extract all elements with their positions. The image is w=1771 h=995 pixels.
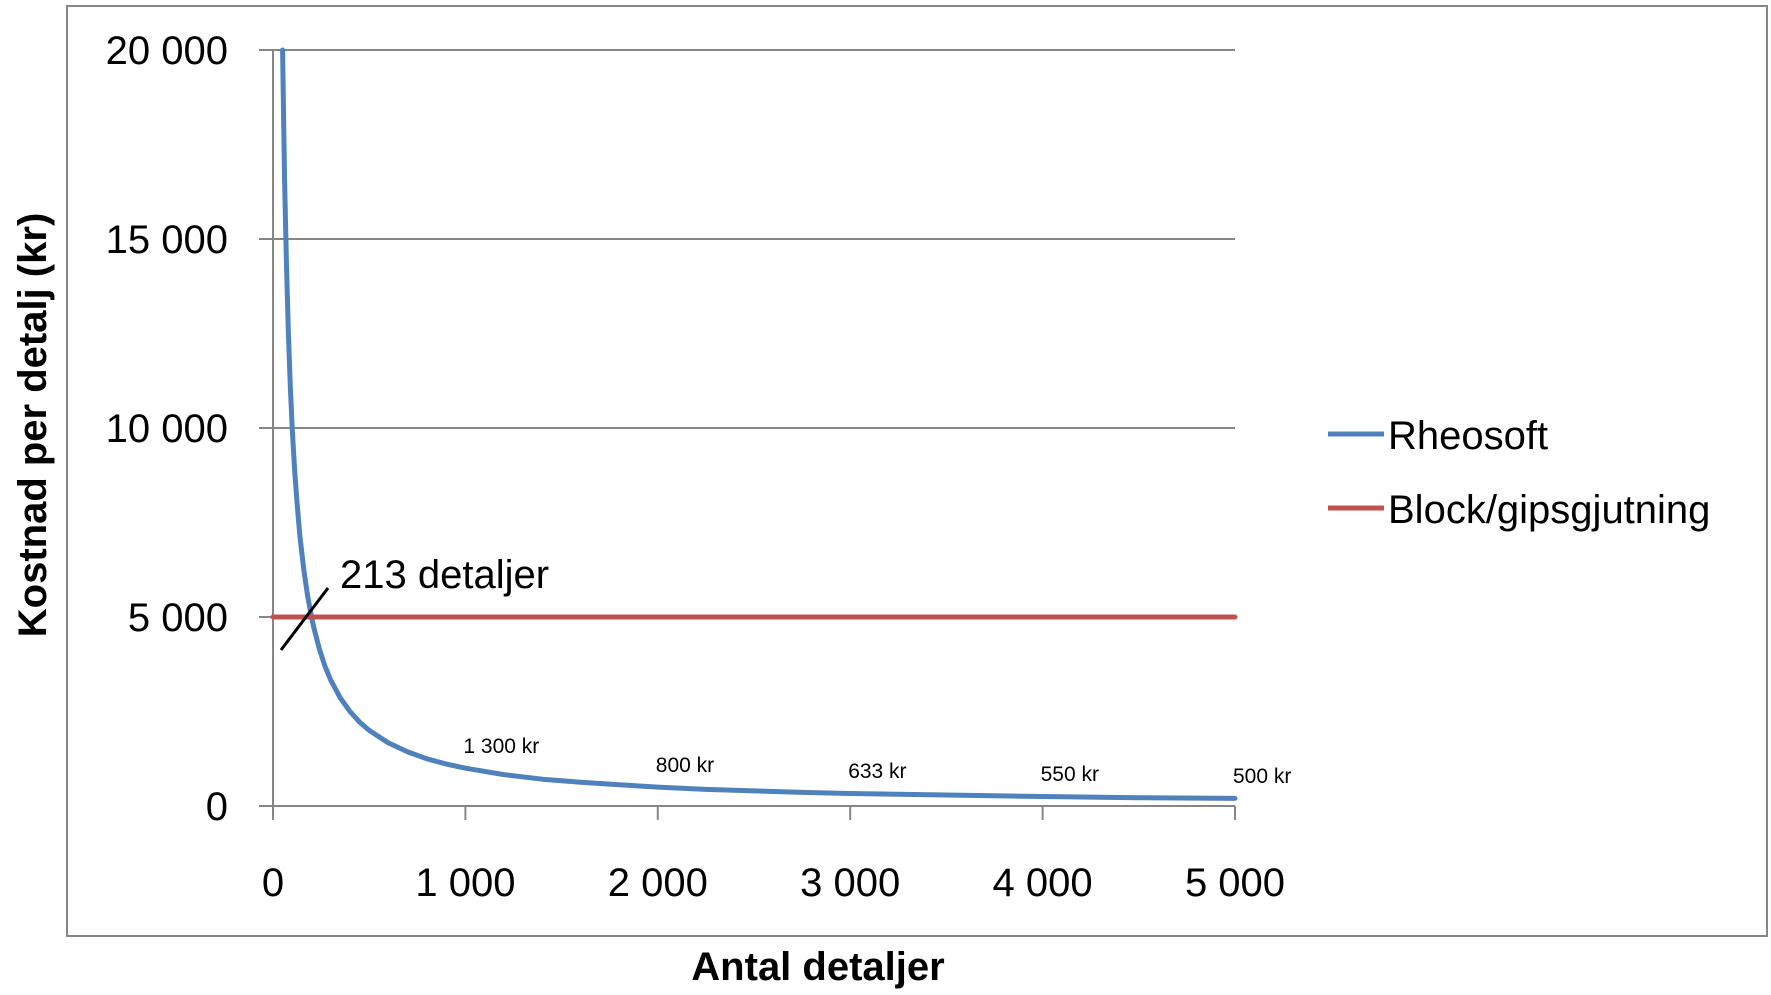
- y-tick-label-3: 15 000: [106, 218, 228, 262]
- y-tick-label-4: 20 000: [106, 29, 228, 73]
- x-tick-label-5: 5 000: [1185, 861, 1285, 905]
- series: [270, 47, 1238, 801]
- axes: 0 5 000 10 000 15 000 20 000 0 1 000 2 000 3 000…: [106, 29, 1285, 905]
- x-tick-label-0: 0: [262, 861, 284, 905]
- legend-label-block: Block/gipsgjutning: [1388, 488, 1710, 532]
- y-tick-label-2: 10 000: [106, 407, 228, 451]
- y-axis-title: Kostnad per detalj (kr): [11, 213, 55, 638]
- legend: Rheosoft Block/gipsgjutning: [1328, 414, 1710, 532]
- x-tick-label-3: 3 000: [800, 861, 900, 905]
- data-label-4: 500 kr: [1233, 765, 1291, 788]
- x-tick-label-4: 4 000: [993, 861, 1093, 905]
- intersection-annotation: 213 detaljer: [279, 553, 549, 651]
- legend-label-rheosoft: Rheosoft: [1388, 414, 1548, 458]
- y-tick-label-0: 0: [206, 785, 228, 829]
- data-label-3: 550 kr: [1041, 763, 1099, 786]
- data-label-2: 633 kr: [848, 760, 906, 783]
- x-tick-label-2: 2 000: [608, 861, 708, 905]
- x-tick-label-1: 1 000: [415, 861, 515, 905]
- data-label-1: 800 kr: [656, 754, 714, 777]
- data-label-0: 1 300 kr: [463, 735, 539, 758]
- data-labels: 1 300 kr 800 kr 633 kr 550 kr 500 kr: [463, 735, 1291, 788]
- x-axis-title: Antal detaljer: [691, 945, 944, 989]
- series-line-rheosoft: [280, 47, 1238, 801]
- intersection-label: 213 detaljer: [340, 553, 549, 597]
- y-tick-label-1: 5 000: [128, 596, 228, 640]
- chart-frame: [66, 5, 1768, 937]
- intersection-marker: [279, 587, 330, 651]
